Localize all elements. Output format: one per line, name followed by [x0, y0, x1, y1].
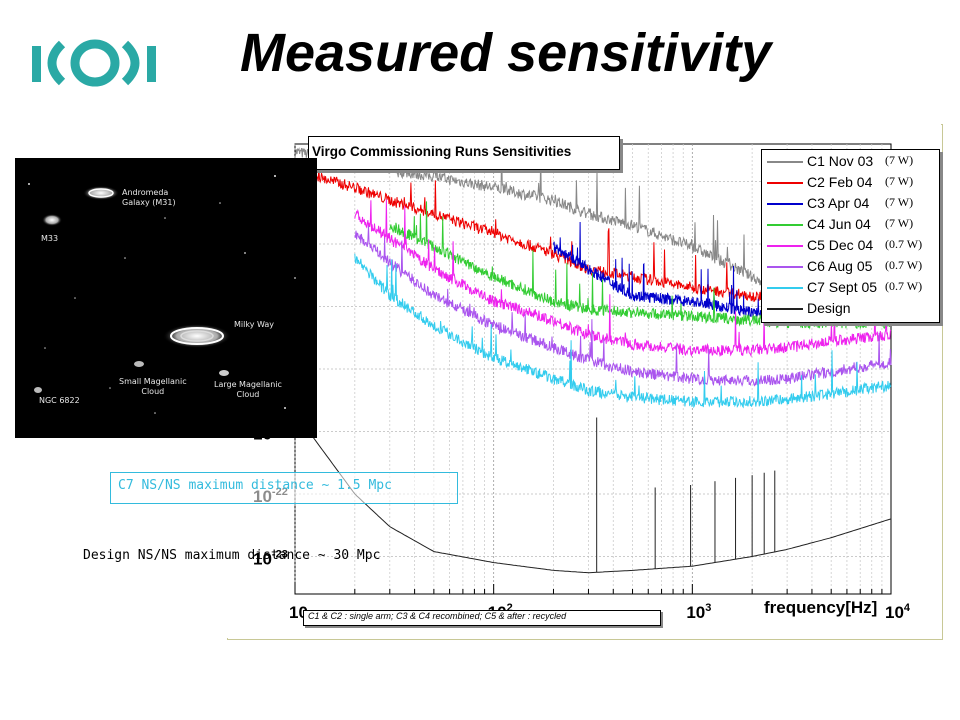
- c7-annotation: C7 NS/NS maximum distance ~ 1.5 Mpc: [118, 478, 392, 493]
- chart-title-box: [308, 136, 620, 170]
- label-lmc: Large Magellanic Cloud: [214, 380, 282, 399]
- label-andromeda: Andromeda Galaxy (M31): [122, 188, 176, 207]
- chart-title: Virgo Commissioning Runs Sensitivities: [312, 144, 572, 159]
- legend-label: C3 Apr 04: [807, 195, 870, 211]
- legend-item: C6 Aug 05 (0.7 W): [767, 257, 937, 277]
- legend-swatch: [767, 224, 803, 226]
- legend-swatch: [767, 287, 803, 289]
- legend-item: C3 Apr 04 (7 W): [767, 194, 937, 214]
- note-box: [303, 610, 661, 626]
- x-tick-label: 104: [885, 602, 911, 622]
- legend-item: C1 Nov 03 (7 W): [767, 152, 937, 172]
- legend-swatch: [767, 182, 803, 184]
- legend-power-label: (7 W): [885, 195, 914, 210]
- legend-power-label: (7 W): [885, 174, 914, 189]
- series-line-c5-dec-04: [354, 199, 892, 358]
- legend-label: C1 Nov 03: [807, 153, 874, 169]
- legend-item: Design: [767, 299, 937, 319]
- legend-power-label: (0.7 W): [885, 258, 923, 273]
- legend-swatch: [767, 161, 803, 163]
- label-m33: M33: [41, 234, 59, 243]
- slide-title: Measured sensitivity: [240, 23, 772, 83]
- run-configuration-note: C1 & C2 : single arm; C3 & C4 recombined…: [308, 611, 567, 621]
- legend-item: C7 Sept 05 (0.7 W): [767, 278, 937, 298]
- legend-swatch: [767, 245, 803, 247]
- legend-swatch: [767, 203, 803, 205]
- legend-label: C4 Jun 04: [807, 216, 871, 232]
- legend-label: C2 Feb 04: [807, 174, 873, 190]
- label-milky-way: Milky Way: [234, 320, 275, 329]
- legend-power-label: (0.7 W): [885, 279, 923, 294]
- legend-swatch: [767, 266, 803, 268]
- legend-label: C5 Dec 04: [807, 237, 874, 253]
- virgo-logo: [32, 39, 156, 87]
- y-tick-label: 10-23: [253, 549, 288, 569]
- c7-annotation-box: [110, 472, 458, 504]
- label-ngc6822: NGC 6822: [39, 396, 80, 405]
- legend-power-label: (7 W): [885, 216, 914, 231]
- series-line-design: [294, 412, 892, 574]
- legend-item: C4 Jun 04 (7 W): [767, 215, 937, 235]
- legend-label: Design: [807, 300, 851, 316]
- legend-swatch: [767, 308, 803, 310]
- legend-power-label: (7 W): [885, 153, 914, 168]
- series-line-c7-sept-05: [354, 253, 892, 409]
- x-tick-label: 103: [686, 602, 711, 622]
- legend-item: C2 Feb 04 (7 W): [767, 173, 937, 193]
- legend-label: C7 Sept 05: [807, 279, 878, 295]
- x-axis-label: frequency[Hz]: [764, 598, 878, 617]
- legend-label: C6 Aug 05: [807, 258, 873, 274]
- galaxy-illustration: [28, 175, 296, 414]
- legend-power-label: (0.7 W): [885, 237, 923, 252]
- galaxy-map-image: Andromeda Galaxy (M31) M33 Milky Way Smal…: [15, 158, 317, 438]
- design-annotation: Design NS/NS maximum distance ~ 30 Mpc: [83, 548, 381, 563]
- label-smc: Small Magellanic Cloud: [119, 377, 187, 396]
- legend-item: C5 Dec 04 (0.7 W): [767, 236, 937, 256]
